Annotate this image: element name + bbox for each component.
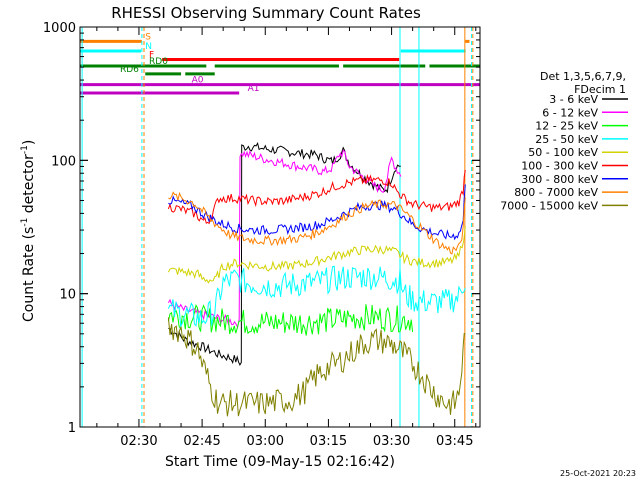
flag-label: RD0: [149, 57, 168, 67]
flag-label: RD6: [120, 65, 139, 75]
x-axis-ticks: 02:30 02:45 03:00 03:15 03:30 03:45: [96, 27, 477, 449]
flag-label: S: [145, 32, 151, 42]
series-line: [167, 169, 466, 225]
y-tick-label: 100: [51, 154, 76, 169]
flag-label: A1: [248, 84, 260, 94]
series-line: [167, 265, 466, 328]
x-tick-label: 03:15: [310, 434, 347, 449]
vertical-markers: [81, 27, 474, 427]
flag-label: F: [149, 51, 154, 61]
legend-entry-label: 7000 - 15000 keV: [500, 199, 598, 212]
y-label-sup1: -1: [20, 218, 30, 227]
x-axis-label: Start Time (09-May-15 02:16:42): [165, 454, 395, 470]
legend-header-line: Det 1,3,5,6,7,9,: [540, 70, 626, 83]
legend-entry-label: 800 - 7000 keV: [514, 186, 598, 199]
flag-rows: [80, 39, 480, 95]
y-axis-ticks: 1 10 100 1000: [43, 21, 480, 436]
y-axis-label: Count Rate (s-1 detector-1): [20, 140, 37, 322]
legend-entry-label: 25 - 50 keV: [535, 133, 598, 146]
legend-entry-label: 50 - 100 keV: [528, 146, 598, 159]
series-line: [167, 225, 466, 284]
x-tick-label: 02:30: [120, 434, 157, 449]
legend-entry-label: 100 - 300 keV: [521, 160, 598, 173]
y-label-sup2: -1: [20, 145, 30, 154]
legend-entry-label: 3 - 6 keV: [549, 93, 598, 106]
y-label-part2: detector: [21, 154, 37, 218]
x-tick-label: 03:30: [373, 434, 410, 449]
series-line: [167, 304, 414, 336]
flag-label: N: [145, 42, 152, 52]
flag-label: A0: [192, 76, 204, 86]
x-tick-label: 03:00: [247, 434, 284, 449]
footer-date: 25-Oct-2021 20:23: [560, 469, 636, 478]
series-line: [168, 191, 466, 255]
y-tick-label: 1000: [43, 21, 76, 36]
legend-entry-label: 12 - 25 keV: [535, 120, 598, 133]
y-tick-label: 1: [68, 421, 76, 436]
series-lines: [167, 141, 466, 417]
y-tick-label: 10: [59, 288, 76, 303]
x-tick-label: 02:45: [183, 434, 220, 449]
x-tick-label: 03:45: [436, 434, 473, 449]
series-line: [167, 317, 466, 417]
legend-entry-label: 6 - 12 keV: [542, 106, 598, 119]
legend-header-line: FDecim 1: [574, 83, 626, 96]
y-label-part1: Count Rate (s: [21, 227, 37, 322]
y-label-part3: ): [21, 140, 37, 145]
chart-title: RHESSI Observing Summary Count Rates: [111, 4, 421, 22]
legend-entry-label: 300 - 800 keV: [521, 173, 598, 186]
plot-frame: [79, 26, 481, 428]
